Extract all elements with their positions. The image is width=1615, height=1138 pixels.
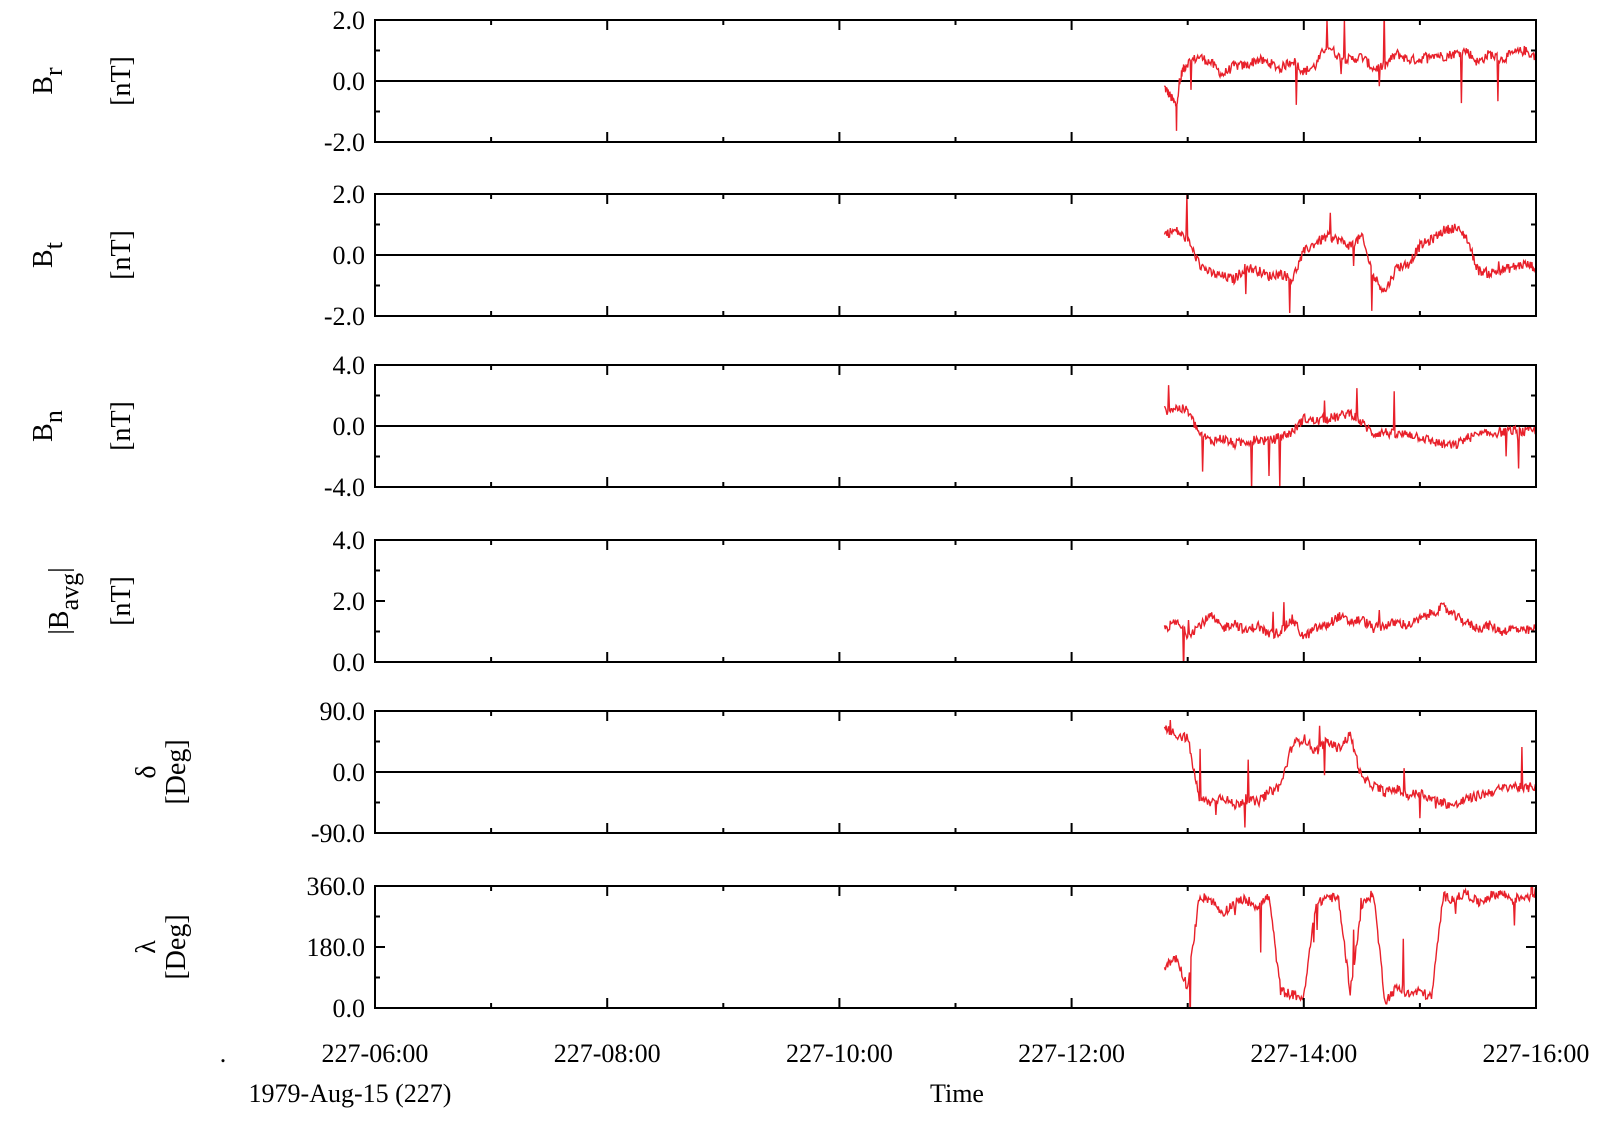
panel-label-bt: Bt (28, 241, 68, 268)
y-tick-label-lambda: 180.0 (307, 933, 366, 962)
x-tick-label: 227-06:00 (322, 1039, 429, 1068)
x-tick-label: 227-14:00 (1250, 1039, 1357, 1068)
y-tick-label-bavg: 2.0 (333, 587, 366, 616)
x-axis-label: Time (930, 1079, 984, 1108)
y-tick-label-bn: 4.0 (333, 351, 366, 380)
series-line-bn (1163, 385, 1536, 487)
date-label: 1979-Aug-15 (227) (249, 1079, 452, 1108)
y-tick-label-bt: 2.0 (333, 180, 366, 209)
panel-unit-bt: [nT] (106, 230, 137, 280)
y-tick-label-delta: -90.0 (311, 819, 365, 848)
footer-dot: . (220, 1039, 227, 1068)
panel-unit-delta: [Deg] (161, 739, 192, 804)
series-line-bt (1163, 194, 1536, 314)
y-tick-label-bavg: 0.0 (333, 648, 366, 677)
y-tick-label-bn: -4.0 (324, 473, 365, 502)
panel-label-bavg: |Bavg| (44, 567, 84, 634)
series-line-lambda (1163, 886, 1536, 1008)
series-line-delta (1163, 720, 1536, 828)
panel-label-bn: Bn (28, 410, 68, 442)
panel-lambda: 360.0 180.0 0.0 λ [Deg] (131, 872, 1537, 1023)
y-tick-label-lambda: 0.0 (333, 994, 366, 1023)
x-tick-label: 227-08:00 (554, 1039, 661, 1068)
y-tick-label-bavg: 4.0 (333, 526, 366, 555)
x-tick-label: 227-10:00 (786, 1039, 893, 1068)
panel-label-lambda: λ (131, 940, 162, 954)
panel-label-delta: δ (131, 765, 162, 778)
y-tick-label-bt: 0.0 (333, 241, 366, 270)
panel-frame-bavg (374, 539, 1537, 663)
panel-unit-bn: [nT] (106, 401, 137, 451)
y-tick-label-br: 2.0 (333, 6, 366, 35)
panel-unit-lambda: [Deg] (161, 914, 192, 979)
panel-unit-br: [nT] (106, 56, 137, 106)
series-line-br (1163, 20, 1536, 131)
panel-br: 2.0 0.0 -2.0 Br [nT] (28, 6, 1537, 157)
panels-group: 2.0 0.0 -2.0 Br [nT] 2.0 0.0 -2.0 Bt [nT] 4.0 0.0 -4… (28, 6, 1537, 1023)
y-tick-label-delta: 0.0 (333, 758, 366, 787)
y-tick-label-bt: -2.0 (324, 302, 365, 331)
x-axis: . 1979-Aug-15 (227) Time 227-06:00 227-08… (220, 1039, 1590, 1108)
panel-bt: 2.0 0.0 -2.0 Bt [nT] (28, 180, 1537, 331)
y-tick-label-br: -2.0 (324, 128, 365, 157)
y-tick-label-lambda: 360.0 (307, 872, 366, 901)
panel-delta: 90.0 0.0 -90.0 δ [Deg] (131, 697, 1537, 848)
y-tick-label-bn: 0.0 (333, 412, 366, 441)
panel-bn: 4.0 0.0 -4.0 Bn [nT] (28, 351, 1537, 502)
series-line-bavg (1163, 601, 1536, 662)
y-tick-label-br: 0.0 (333, 67, 366, 96)
x-tick-label: 227-16:00 (1483, 1039, 1590, 1068)
panel-unit-bavg: [nT] (106, 576, 137, 626)
panel-label-br: Br (28, 67, 68, 95)
y-tick-label-delta: 90.0 (320, 697, 366, 726)
x-tick-label: 227-12:00 (1018, 1039, 1125, 1068)
panel-bavg: 4.0 2.0 0.0 |Bavg| [nT] (44, 526, 1537, 677)
